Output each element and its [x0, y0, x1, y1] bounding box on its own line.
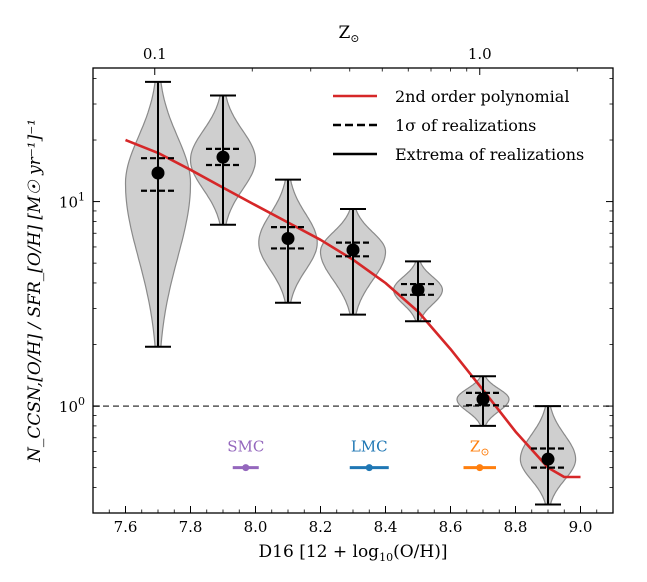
- x-tick-label-4: 8.4: [374, 518, 398, 536]
- ref-point-0: [242, 464, 250, 472]
- median-point-2: [281, 231, 295, 245]
- legend: 2nd order polynomial 1σ of realizations Ex…: [333, 87, 584, 164]
- x-tick-label-2: 8.0: [244, 518, 268, 536]
- x-axis-title: D16 [12 + log10(O/H)]: [259, 542, 448, 564]
- x-tick-label-6: 8.8: [504, 518, 528, 536]
- y-tick-label-0: 100: [59, 395, 85, 416]
- axes-layer: 7.6 7.8 8.0 8.2 8.4 8.6 8.8 9.0 100 101 0.1 1.0: [59, 45, 614, 536]
- ref-label-2: Z⊙: [470, 438, 490, 459]
- median-point-6: [541, 452, 555, 466]
- top-tick-label-0: 0.1: [143, 45, 167, 63]
- median-point-3: [346, 243, 360, 257]
- y-tick-label-1: 101: [59, 191, 85, 212]
- ref-label-1: LMC: [351, 438, 388, 456]
- legend-label-0: 2nd order polynomial: [395, 87, 569, 106]
- errorbar-layer: [141, 80, 565, 506]
- axis-titles: D16 [12 + log10(O/H)] Z⊙ N_CCSN,[O/H] / SF…: [25, 23, 447, 564]
- x-tick-label-3: 8.2: [309, 518, 333, 536]
- median-point-5: [476, 392, 490, 406]
- legend-label-2: Extrema of realizations: [395, 145, 584, 164]
- reference-points-layer: SMC LMC Z⊙: [227, 438, 496, 472]
- ref-point-1: [365, 464, 373, 472]
- x-tick-label-0: 7.6: [114, 518, 138, 536]
- median-point-4: [411, 283, 425, 297]
- x-tick-label-1: 7.8: [179, 518, 203, 536]
- legend-label-1: 1σ of realizations: [395, 116, 536, 135]
- top-tick-label-1: 1.0: [468, 45, 492, 63]
- median-point-0: [151, 166, 165, 180]
- ref-point-2: [476, 464, 484, 472]
- median-point-1: [216, 150, 230, 164]
- x-tick-label-5: 8.6: [439, 518, 463, 536]
- x-tick-label-7: 9.0: [569, 518, 593, 536]
- ref-label-0: SMC: [227, 438, 264, 456]
- top-axis-title: Z⊙: [338, 23, 359, 45]
- y-axis-title: N_CCSN,[O/H] / SFR_[O/H] [M☉ yr⁻¹]⁻¹: [25, 119, 45, 463]
